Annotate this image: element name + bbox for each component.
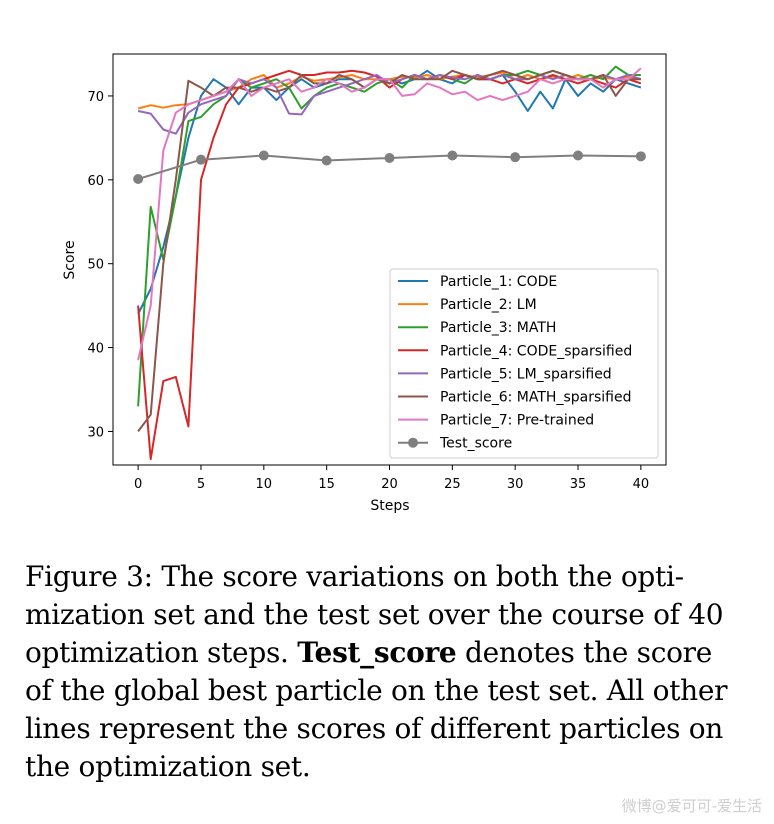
y-tick-label: 50 [87,258,104,273]
legend-box [389,268,659,459]
legend-label: Particle_5: LM_sparsified [440,366,612,382]
x-axis-ticks: 0 5 10 15 20 25 30 35 40 [134,465,649,492]
caption-text: the optimization set. [25,750,311,783]
caption-text: of the global best particle on the test … [25,674,728,707]
data-point [510,152,521,163]
caption-line: of the global best particle on the test … [25,672,749,710]
y-tick-label: 30 [87,425,104,440]
y-axis-ticks: 30 40 50 60 70 [87,90,113,440]
caption-line: optimization steps. Test_score denotes t… [25,634,749,672]
legend-item: Particle_3: MATH [398,320,556,336]
caption-text: Figure 3: The score variations on both t… [25,560,684,593]
y-tick-label: 70 [87,90,104,105]
data-point [635,151,646,162]
figure-caption: Figure 3: The score variations on both t… [25,558,749,786]
series-line [137,67,642,361]
legend-label: Particle_7: Pre-trained [440,413,594,429]
series-7 [137,67,642,361]
caption-line: Figure 3: The score variations on both t… [25,558,749,596]
data-point [384,153,395,164]
series-8 [133,150,646,184]
series-layer [133,65,646,461]
legend-label: Particle_4: CODE_sparsified [440,343,632,359]
legend-item: Particle_1: CODE [398,274,557,290]
legend-label: Test_score [439,436,512,452]
caption-text: optimization steps. [25,636,298,669]
legend-item: Particle_2: LM [398,297,537,313]
caption-text: mization set and the test set over the c… [25,598,724,631]
caption-line: lines represent the scores of different … [25,710,749,748]
series-4 [137,69,642,461]
legend-label: Particle_1: CODE [440,274,557,290]
legend-item: Particle_6: MATH_sparsified [398,390,631,406]
series-line [137,69,641,433]
y-axis-label: Score [62,240,78,279]
legend-label: Particle_6: MATH_sparsified [440,390,631,406]
legend-label: Particle_3: MATH [440,320,556,336]
legend-item: Particle_4: CODE_sparsified [398,343,632,359]
data-point [573,150,584,161]
figure: 0 5 10 15 20 25 30 35 40 30 40 50 60 70 Steps Score … [62,53,667,514]
x-tick-label: 15 [318,477,335,492]
data-point [447,150,458,161]
x-tick-label: 10 [256,477,273,492]
caption-line: the optimization set. [25,748,749,786]
x-tick-label: 25 [444,477,461,492]
legend-label: Particle_2: LM [440,297,537,313]
x-tick-label: 35 [570,477,587,492]
data-point [258,150,269,161]
legend-item: Particle_7: Pre-trained [398,413,594,429]
watermark: 微博@爱可可-爱生活 [621,797,762,815]
x-tick-label: 5 [197,477,205,492]
legend: Particle_1: CODE Particle_2: LM Particle_3… [389,268,659,459]
series-line [137,69,642,461]
x-tick-label: 0 [134,477,142,492]
legend-item: Test_score [398,436,512,452]
x-tick-label: 20 [381,477,398,492]
series-6 [137,69,641,433]
y-tick-label: 60 [87,174,104,189]
caption-bold-term: Test_score [297,636,457,669]
caption-text: denotes the score [456,636,713,669]
x-tick-label: 40 [633,477,650,492]
x-axis-label: Steps [370,498,409,514]
caption-text: lines represent the scores of different … [25,712,724,745]
legend-marker [408,437,418,448]
x-tick-label: 30 [507,477,524,492]
data-point [195,154,206,165]
caption-line: mization set and the test set over the c… [25,596,749,634]
legend-item: Particle_5: LM_sparsified [398,366,612,382]
data-point [321,155,332,166]
y-tick-label: 40 [87,342,104,357]
data-point [133,173,144,184]
